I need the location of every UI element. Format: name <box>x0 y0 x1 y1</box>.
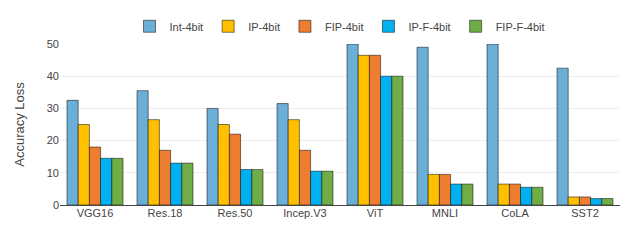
svg-text:0: 0 <box>53 199 59 211</box>
svg-text:FIP-F-4bit: FIP-F-4bit <box>496 21 545 33</box>
svg-text:40: 40 <box>47 70 59 82</box>
svg-text:Int-4bit: Int-4bit <box>170 21 204 33</box>
svg-text:Res.18: Res.18 <box>148 207 183 219</box>
svg-text:ViT: ViT <box>367 207 384 219</box>
svg-text:IP-4bit: IP-4bit <box>248 21 280 33</box>
svg-text:VGG16: VGG16 <box>77 207 114 219</box>
svg-text:50: 50 <box>47 38 59 50</box>
svg-text:IP-F-4bit: IP-F-4bit <box>408 21 450 33</box>
svg-text:SST2: SST2 <box>571 207 599 219</box>
svg-text:Res.50: Res.50 <box>218 207 253 219</box>
svg-text:Incep.V3: Incep.V3 <box>283 207 326 219</box>
svg-text:CoLA: CoLA <box>501 207 529 219</box>
svg-text:20: 20 <box>47 134 59 146</box>
svg-text:30: 30 <box>47 102 59 114</box>
svg-text:MNLI: MNLI <box>432 207 458 219</box>
svg-text:10: 10 <box>47 167 59 179</box>
svg-text:Accuracy Loss: Accuracy Loss <box>12 82 27 167</box>
svg-text:FIP-4bit: FIP-4bit <box>325 21 364 33</box>
